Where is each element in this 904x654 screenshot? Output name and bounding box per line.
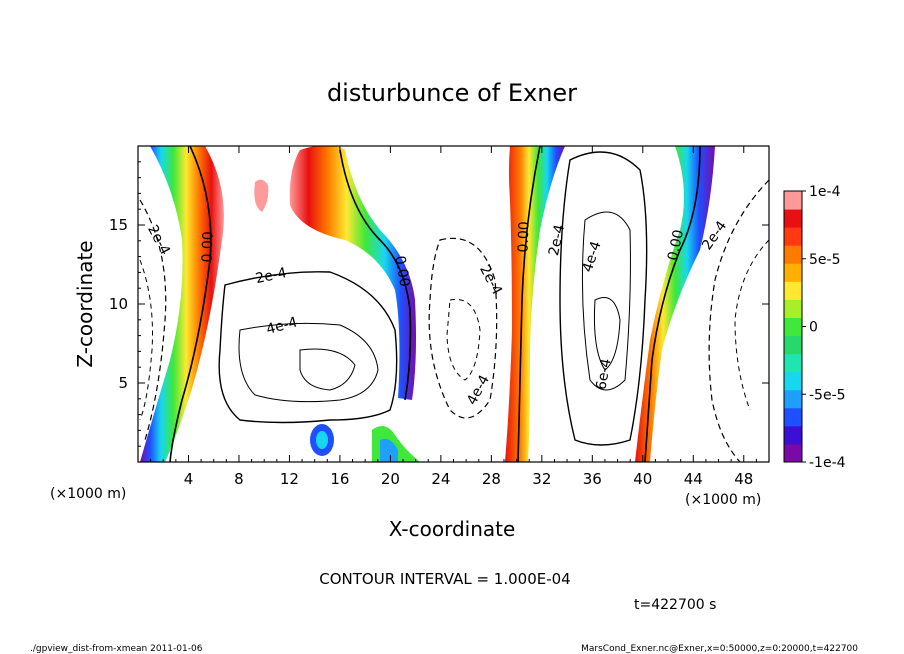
y-tick-label: 10	[109, 295, 128, 313]
colorbar-label: -5e-5	[809, 387, 846, 403]
colorbar-segment	[784, 443, 802, 463]
band-2	[289, 146, 416, 400]
x-tick-label: 20	[381, 470, 400, 488]
contour-label: 2e-4	[254, 265, 288, 287]
contour-lines	[139, 146, 769, 462]
colorbar-segment	[784, 191, 802, 210]
contour-label: 4e-4	[265, 314, 300, 338]
colorbar-segment	[784, 335, 802, 355]
x-tick-label: 40	[633, 470, 652, 488]
x-tick-label: 16	[330, 470, 349, 488]
footer-right: MarsCond_Exner.nc@Exner,x=0:50000,z=0:20…	[581, 644, 858, 654]
colorbar-segment	[784, 407, 802, 427]
x-axis: 4 8 12 16 20 24 28 32 36 40 44 48	[150, 146, 757, 488]
y-axis: 5 10 15	[109, 161, 769, 447]
colorbar-segment	[784, 263, 802, 282]
y-axis-label: Z-coordinate	[73, 240, 97, 367]
time-stamp: t=422700 s	[634, 597, 716, 613]
x-tick-label: 4	[184, 470, 194, 488]
x-tick-label: 44	[684, 470, 703, 488]
colorbar-label: 0	[809, 320, 818, 336]
contour-label: 0.00	[391, 255, 412, 288]
colorbar-segment	[784, 281, 802, 300]
colorbar-segment	[784, 227, 802, 246]
chart-title: disturbunce of Exner	[327, 79, 577, 107]
x-tick-label: 32	[532, 470, 551, 488]
colorbar-segment	[784, 299, 802, 318]
band-7	[254, 179, 269, 212]
colorbar-segment	[784, 245, 802, 264]
contour-label: 0.00	[199, 231, 216, 263]
y-tick-label: 5	[118, 374, 128, 392]
contour-label: 0.00	[665, 228, 687, 262]
colorbar-label: 1e-4	[809, 184, 841, 200]
band-1	[140, 146, 224, 462]
colorbar-segment	[784, 209, 802, 228]
contour-label: 2e-4	[546, 223, 568, 257]
contour-interval: CONTOUR INTERVAL = 1.000E-04	[319, 570, 570, 588]
y-tick-label: 15	[109, 216, 128, 234]
colorbar-label: -1e-4	[809, 455, 846, 471]
x-tick-label: 28	[482, 470, 501, 488]
band-4	[635, 146, 715, 462]
x-tick-label: 12	[280, 470, 299, 488]
x-unit-right: (×1000 m)	[685, 492, 761, 508]
footer-left: ./gpview_dist-from-xmean 2011-01-06	[30, 644, 203, 654]
contour-label: 0.00	[515, 221, 532, 253]
colorbar-segment	[784, 371, 802, 391]
x-tick-label: 24	[431, 470, 450, 488]
colorbar-segment	[784, 389, 802, 409]
colorbar-label: 5e-5	[809, 252, 840, 268]
colorbar-segment	[784, 317, 802, 337]
colorbar: 1e-4 5e-5 0 -5e-5 -1e-4	[783, 184, 846, 471]
contour-label: 6e-4	[593, 357, 614, 391]
x-tick-label: 48	[734, 470, 753, 488]
x-tick-label: 8	[234, 470, 244, 488]
x-tick-label: 36	[583, 470, 602, 488]
colorbar-segment	[784, 425, 802, 445]
x-axis-label: X-coordinate	[389, 517, 516, 541]
colorbar-segment	[784, 353, 802, 373]
x-unit-left: (×1000 m)	[50, 486, 126, 502]
